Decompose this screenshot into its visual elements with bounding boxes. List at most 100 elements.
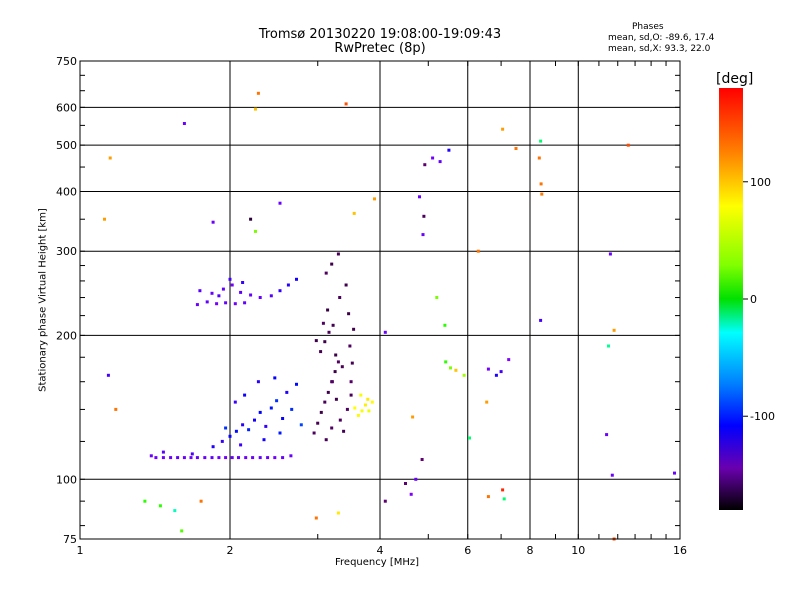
data-point [605, 433, 609, 437]
data-point [258, 410, 262, 414]
data-point [327, 330, 331, 334]
data-point [319, 350, 323, 354]
data-point [502, 497, 506, 501]
y-tick-label: 300 [56, 245, 77, 258]
data-point [356, 413, 360, 417]
colorbar [719, 88, 743, 510]
data-point [344, 102, 348, 106]
data-point [330, 426, 334, 430]
data-point [221, 287, 225, 291]
data-point [476, 249, 480, 253]
data-point [169, 456, 173, 460]
data-point [273, 456, 277, 460]
data-point [333, 370, 337, 374]
data-point [182, 122, 186, 125]
y-tick-label: 200 [56, 329, 77, 342]
data-point [254, 107, 257, 111]
data-point [281, 417, 285, 420]
data-point [149, 454, 153, 458]
data-point [349, 380, 353, 384]
data-point [314, 339, 318, 343]
data-point [352, 211, 356, 215]
data-point [367, 409, 371, 413]
data-point [234, 429, 238, 433]
data-point [290, 407, 294, 411]
data-point [295, 382, 298, 386]
data-point [224, 301, 228, 305]
y-tick-label: 400 [56, 185, 77, 198]
data-point [348, 344, 352, 348]
data-point [607, 344, 610, 348]
colorbar-tick-label: -100 [750, 410, 775, 423]
data-point [281, 456, 285, 460]
data-point [383, 499, 387, 503]
data-point [237, 456, 240, 460]
data-point [295, 277, 298, 281]
x-tick-label: 6 [464, 544, 471, 557]
data-point [422, 214, 426, 218]
data-point [324, 271, 328, 275]
data-point [273, 376, 277, 380]
data-point [215, 302, 219, 306]
data-point [444, 360, 448, 364]
data-point [449, 366, 452, 370]
data-point [421, 233, 425, 237]
phases-x-stats: mean, sd,X: 93.3, 22.0 [608, 44, 711, 54]
data-point [233, 302, 237, 306]
data-point [243, 301, 247, 305]
data-point [610, 473, 614, 477]
data-point [262, 438, 266, 442]
chart-title: Tromsø 20130220 19:08:00-19:09:43 [258, 27, 502, 42]
data-point [224, 426, 228, 430]
data-point [103, 217, 106, 221]
data-point [360, 409, 364, 413]
data-point [326, 390, 330, 394]
data-point [326, 308, 330, 312]
data-point [210, 291, 214, 295]
y-tick-label: 750 [56, 55, 77, 68]
data-point [336, 252, 340, 256]
data-point [352, 327, 356, 331]
data-point [338, 296, 342, 299]
y-tick-label: 600 [56, 101, 77, 114]
grid-lines [80, 61, 680, 539]
data-point [239, 443, 243, 447]
data-point [230, 283, 234, 287]
data-point [330, 262, 334, 266]
data-point [264, 424, 268, 428]
data-point [349, 393, 353, 397]
y-tick-label: 75 [63, 533, 77, 546]
data-point [423, 163, 427, 167]
data-point [414, 477, 418, 481]
data-point [539, 139, 543, 143]
data-point [266, 456, 270, 460]
data-point [211, 445, 215, 449]
data-point [334, 397, 338, 401]
data-point [347, 312, 351, 316]
data-point [217, 294, 221, 298]
data-point [205, 300, 209, 304]
x-tick-label: 8 [527, 544, 534, 557]
data-point [249, 217, 253, 221]
y-tick-label: 100 [56, 473, 77, 486]
data-point [316, 421, 320, 425]
data-point [418, 195, 421, 199]
data-point [269, 406, 273, 410]
data-point [537, 156, 541, 160]
data-point [608, 252, 612, 256]
data-point [190, 452, 194, 456]
data-point [189, 456, 193, 460]
data-point [494, 373, 498, 377]
data-point [253, 418, 256, 422]
data-point [258, 296, 262, 299]
data-point [499, 370, 503, 374]
data-point [323, 400, 327, 404]
x-tick-label: 4 [377, 544, 384, 557]
data-point [228, 434, 232, 438]
data-point [278, 431, 282, 435]
data-point [224, 456, 228, 460]
data-point [233, 400, 237, 404]
data-point [285, 390, 289, 394]
data-point [486, 495, 490, 499]
